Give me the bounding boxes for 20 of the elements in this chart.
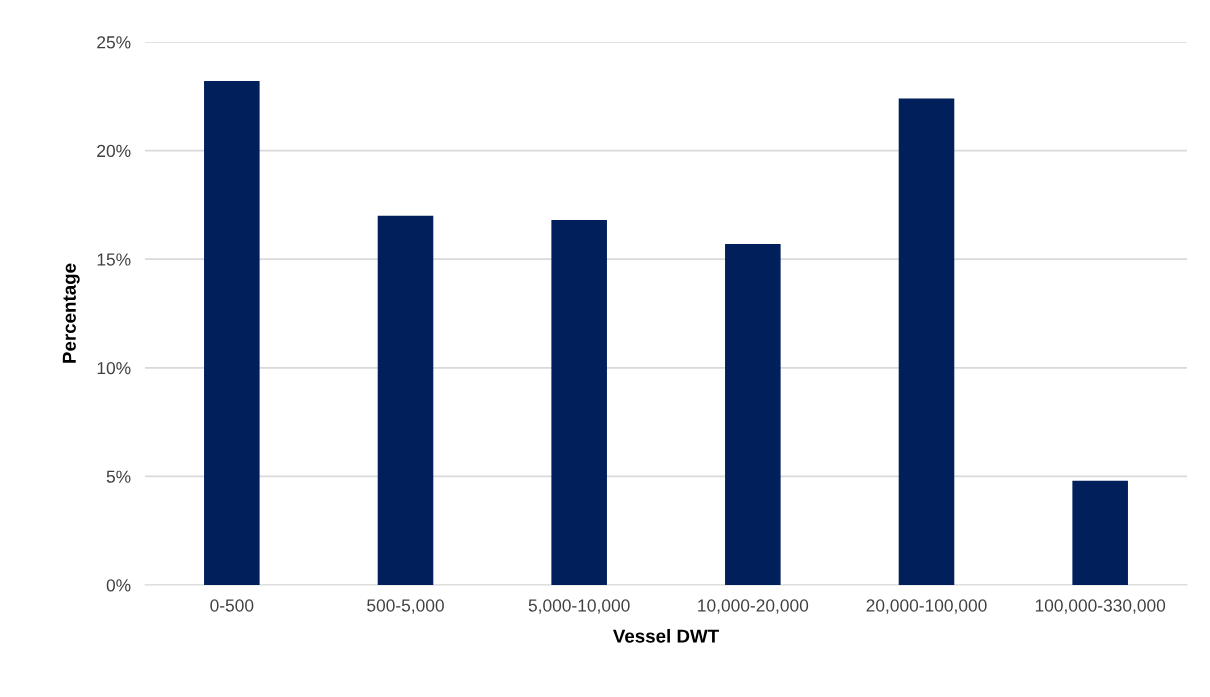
x-tick-label: 10,000-20,000 [698, 599, 809, 614]
y-tick-label: 10% [97, 361, 131, 375]
y-tick-label: 25% [97, 36, 131, 49]
y-axis-title: Percentage [62, 263, 80, 363]
bar [725, 244, 781, 585]
y-tick-label: 15% [97, 253, 131, 266]
bar [551, 220, 607, 585]
x-tick-label: 20,000-100,000 [866, 599, 987, 614]
bar [204, 81, 260, 585]
y-tick-label: 0% [106, 579, 131, 592]
x-tick-label: 100,000-330,000 [1035, 599, 1166, 614]
x-axis-title: Vessel DWT [612, 628, 719, 643]
y-tick-label: 20% [97, 144, 131, 158]
x-tick-label: 5,000-10,000 [528, 599, 630, 614]
x-tick-label: 500-5,000 [367, 599, 444, 614]
x-tick-label: 0-500 [210, 599, 254, 612]
bar [898, 98, 955, 585]
y-tick-label: 5% [106, 470, 131, 483]
bar [1072, 480, 1128, 585]
bar [377, 215, 434, 585]
